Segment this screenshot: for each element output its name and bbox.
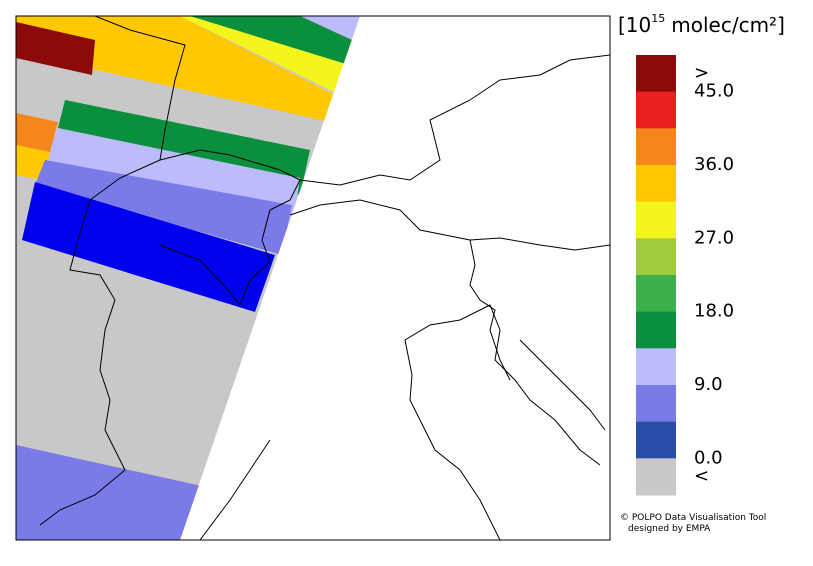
border bbox=[159, 149, 301, 306]
coastline bbox=[404, 304, 601, 466]
legend-label: 0.0 bbox=[694, 447, 723, 468]
legend-swatch bbox=[636, 385, 676, 423]
legend-swatch bbox=[636, 91, 676, 129]
border bbox=[299, 54, 610, 186]
swath-pixel bbox=[16, 445, 220, 540]
legend-swatch bbox=[636, 55, 676, 93]
border bbox=[39, 16, 186, 526]
legend-label: 27.0 bbox=[694, 227, 734, 248]
legend-swatch bbox=[636, 348, 676, 386]
map bbox=[16, 16, 610, 540]
legend-unit: [1015 molec/cm²] bbox=[618, 12, 785, 37]
legend: >45.0 36.0 27.0 18.0 9.0 0.0< bbox=[636, 55, 734, 496]
swath-pixel bbox=[16, 22, 95, 75]
legend-label: 36.0 bbox=[694, 154, 734, 175]
coastline bbox=[519, 339, 606, 431]
unit-exponent: 15 bbox=[651, 12, 665, 25]
swath-pixel bbox=[300, 16, 360, 40]
legend-swatch bbox=[636, 275, 676, 313]
swath-pixel bbox=[35, 160, 292, 255]
swath-pixel bbox=[16, 113, 58, 152]
border bbox=[289, 199, 610, 251]
border bbox=[469, 239, 511, 381]
legend-swatch bbox=[636, 128, 676, 166]
coastline bbox=[199, 439, 271, 540]
legend-label: > bbox=[694, 62, 709, 83]
legend-label: 45.0 bbox=[694, 81, 734, 102]
credit-line: designed by EMPA bbox=[628, 524, 711, 534]
unit-suffix: molec/cm²] bbox=[671, 13, 785, 37]
legend-label: < bbox=[694, 466, 709, 487]
legend-swatch bbox=[636, 238, 676, 276]
map-frame bbox=[15, 15, 611, 541]
unit-prefix: [10 bbox=[618, 13, 651, 37]
credit-line: © POLPO Data Visualisation Tool bbox=[620, 513, 766, 523]
legend-swatch bbox=[636, 311, 676, 349]
legend-swatch bbox=[636, 201, 676, 239]
swath-pixel bbox=[190, 16, 352, 64]
legend-label: 9.0 bbox=[694, 374, 723, 395]
legend-swatch bbox=[636, 458, 676, 496]
swath-pixel bbox=[16, 16, 335, 122]
legend-label: 18.0 bbox=[694, 301, 734, 322]
legend-swatch bbox=[636, 421, 676, 459]
legend-swatch bbox=[636, 165, 676, 203]
coastline bbox=[404, 339, 501, 540]
boundaries bbox=[39, 16, 610, 540]
